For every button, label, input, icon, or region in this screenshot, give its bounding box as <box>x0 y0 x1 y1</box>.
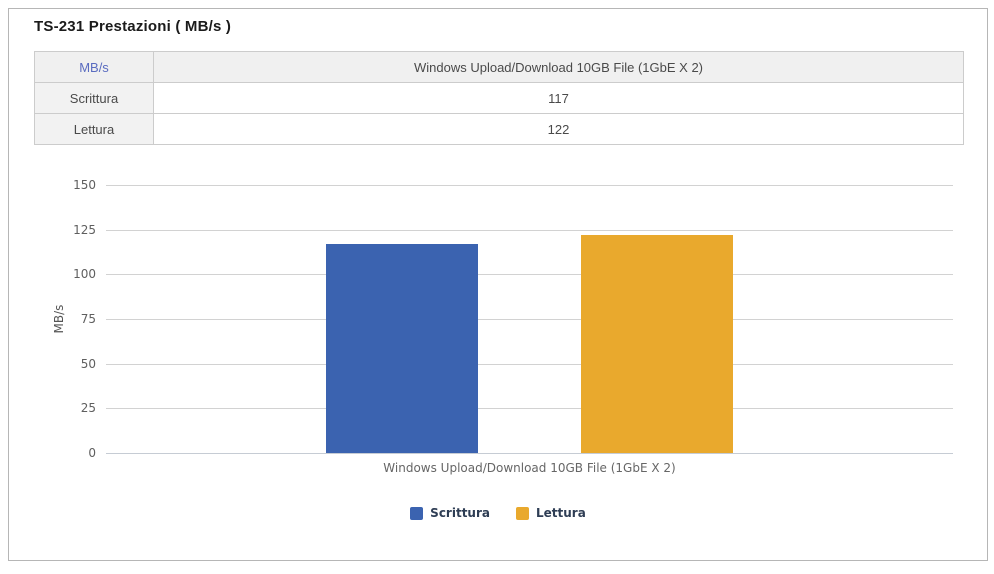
x-category-label: Windows Upload/Download 10GB File (1GbE … <box>383 461 676 475</box>
gridline <box>106 408 953 409</box>
table-row: Lettura 122 <box>34 113 964 145</box>
table-row: Scrittura 117 <box>34 82 964 114</box>
chart-legend: Scrittura Lettura <box>9 506 987 520</box>
y-tick-label: 125 <box>73 223 96 237</box>
legend-item-scrittura[interactable]: Scrittura <box>410 506 490 520</box>
y-tick-label: 0 <box>88 446 96 460</box>
y-tick-label: 25 <box>80 401 96 415</box>
bar-scrittura[interactable] <box>326 244 478 453</box>
legend-label: Scrittura <box>430 506 490 520</box>
performance-table: MB/s Windows Upload/Download 10GB File (… <box>34 51 964 145</box>
gridline <box>106 185 953 186</box>
y-tick-label: 50 <box>80 357 96 371</box>
legend-swatch-icon <box>410 506 424 520</box>
row-label-lettura: Lettura <box>34 113 154 145</box>
gridline <box>106 319 953 320</box>
y-tick-label: 75 <box>80 312 96 326</box>
y-axis-title: MB/s <box>52 304 66 334</box>
page-title: TS-231 Prestazioni ( MB/s ) <box>34 18 232 35</box>
y-tick-label: 150 <box>73 178 96 192</box>
gridline <box>106 230 953 231</box>
y-tick-label: 100 <box>73 267 96 281</box>
bar-lettura[interactable] <box>581 235 733 453</box>
bar-chart: 0 25 50 75 100 125 150 MB/s Windows Upload/Downl… <box>9 9 987 560</box>
legend-label: Lettura <box>536 506 586 520</box>
table-header-test: Windows Upload/Download 10GB File (1GbE … <box>153 51 964 83</box>
legend-swatch-icon <box>516 506 529 520</box>
table-header-row: MB/s Windows Upload/Download 10GB File (… <box>34 51 964 83</box>
gridline <box>106 364 953 365</box>
gridline <box>106 274 953 275</box>
legend-item-lettura[interactable]: Lettura <box>516 506 586 520</box>
x-axis-line <box>106 453 953 454</box>
report-panel: TS-231 Prestazioni ( MB/s ) MB/s Windows… <box>8 8 988 561</box>
row-label-scrittura: Scrittura <box>34 82 154 114</box>
row-value-lettura: 122 <box>153 113 964 145</box>
